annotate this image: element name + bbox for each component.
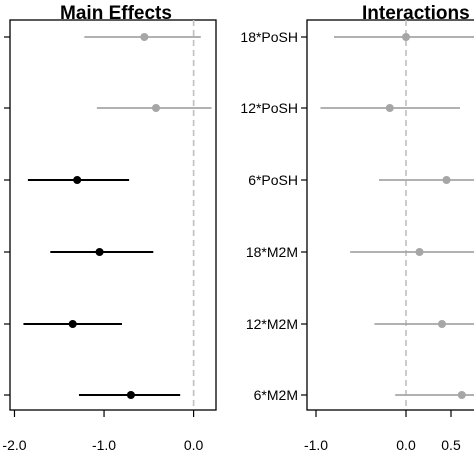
main-effects-x-axis: -2.0 -1.0 0.0 (2, 410, 204, 453)
interactions-row-label: 18*PoSH (240, 29, 298, 45)
main-effects-marks (23, 20, 212, 410)
interactions-row-label: 12*M2M (246, 316, 298, 332)
interactions-marks (320, 20, 474, 410)
interactions-estimate-point (442, 176, 451, 184)
interactions-row-label: 6*PoSH (248, 172, 298, 188)
panel-main-effects: Main Effects -2.0 -1.0 0.0 (2, 3, 217, 453)
interactions-plot-frame (306, 19, 474, 411)
main-x-tick-label: -2.0 (2, 437, 26, 453)
main-estimate-point (140, 33, 149, 41)
interactions-title: Interactions (362, 3, 470, 24)
main-x-tick-label: -1.0 (92, 437, 116, 453)
main-estimate-point (73, 176, 82, 184)
main-x-tick-label: 0.0 (184, 437, 204, 453)
main-estimate-point (151, 104, 160, 112)
interactions-estimate-point (415, 248, 424, 256)
interactions-row-label: 6*M2M (254, 387, 298, 403)
main-effects-plot-frame (9, 19, 217, 411)
panel-interactions: Interactions -1.0 0.0 0.5 18*PoSH 12*PoSH 6*… (240, 3, 474, 453)
main-effects-title: Main Effects (60, 3, 172, 24)
interactions-row-label: 12*PoSH (240, 100, 298, 116)
interactions-estimate-point (402, 33, 410, 41)
interactions-estimate-point (438, 320, 446, 328)
main-estimate-point (126, 391, 135, 399)
interactions-row-labels: 18*PoSH 12*PoSH 6*PoSH 18*M2M 12*M2M 6*M2M (240, 29, 307, 403)
interactions-estimate-point (457, 391, 466, 399)
interactions-estimate-point (385, 104, 394, 112)
main-estimate-point (68, 320, 77, 328)
interactions-x-tick-label: 0.0 (396, 437, 416, 453)
interactions-x-tick-label: 0.5 (441, 437, 461, 453)
interactions-x-tick-label: -1.0 (304, 437, 328, 453)
interactions-x-axis: -1.0 0.0 0.5 (304, 410, 461, 453)
main-effects-y-axis (4, 36, 10, 396)
main-estimate-point (95, 248, 104, 256)
interactions-row-label: 18*M2M (246, 244, 298, 260)
